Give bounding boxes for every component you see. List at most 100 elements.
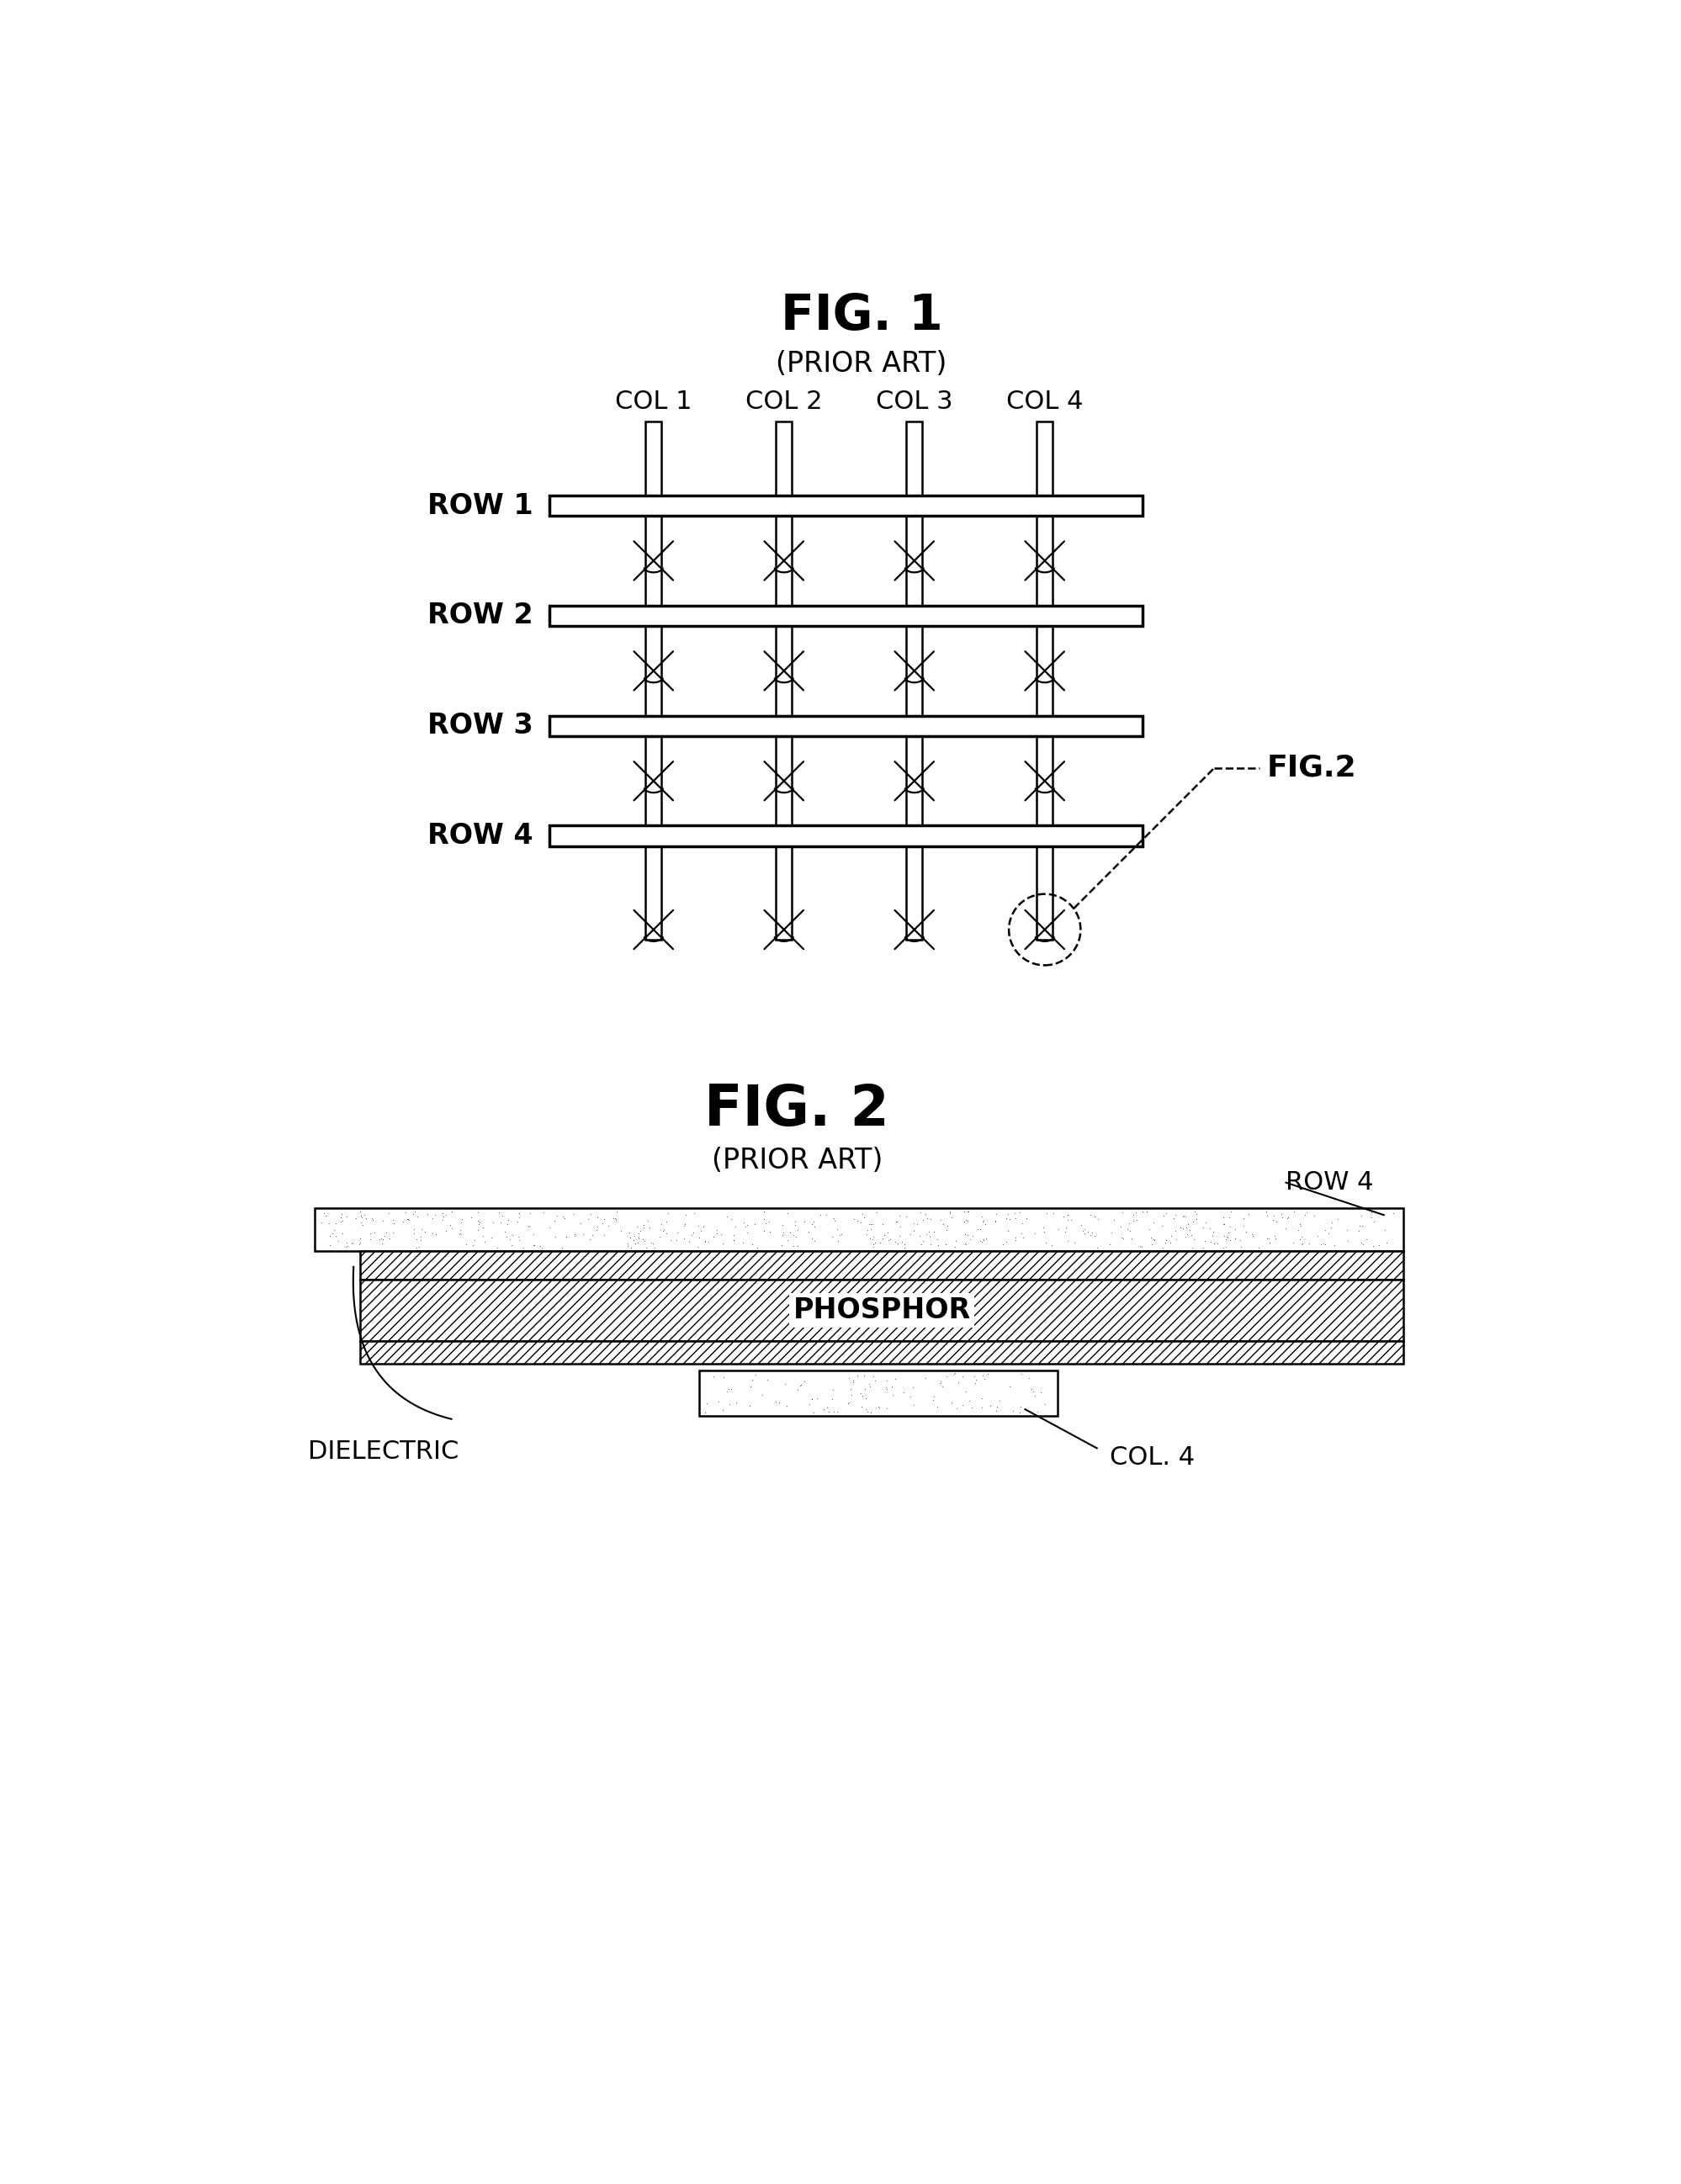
Point xyxy=(993,1212,1020,1247)
Text: ROW 4: ROW 4 xyxy=(1286,1171,1373,1195)
Point xyxy=(1214,1221,1241,1256)
Point xyxy=(1178,1230,1205,1265)
Point xyxy=(390,1203,417,1238)
Point xyxy=(1002,1195,1029,1230)
Point xyxy=(620,1219,647,1254)
Point xyxy=(328,1197,355,1232)
Point xyxy=(993,1225,1020,1260)
Point xyxy=(1133,1195,1160,1230)
Point xyxy=(938,1385,965,1420)
Point xyxy=(543,1199,570,1234)
Point xyxy=(1020,1374,1047,1409)
Point xyxy=(909,1223,936,1258)
Point xyxy=(590,1201,617,1236)
Point xyxy=(1140,1223,1167,1258)
Point xyxy=(968,1223,995,1258)
Point xyxy=(1009,1219,1035,1254)
Point xyxy=(635,1203,662,1238)
Point xyxy=(464,1203,491,1238)
Point xyxy=(849,1197,876,1232)
Point xyxy=(861,1225,888,1260)
Point xyxy=(911,1197,938,1232)
Point xyxy=(795,1214,822,1249)
FancyBboxPatch shape xyxy=(360,1251,1404,1280)
Point xyxy=(679,1214,706,1249)
Point xyxy=(1215,1214,1242,1249)
Point xyxy=(329,1203,356,1238)
Point xyxy=(1230,1201,1257,1236)
Point xyxy=(519,1216,546,1251)
Point xyxy=(1151,1225,1178,1260)
Point xyxy=(962,1358,988,1393)
Point xyxy=(1074,1214,1101,1249)
Text: (PRIOR ART): (PRIOR ART) xyxy=(777,349,946,378)
Point xyxy=(1210,1230,1237,1265)
Point xyxy=(504,1219,531,1254)
Point xyxy=(783,1212,810,1247)
Point xyxy=(1254,1221,1281,1256)
Point xyxy=(956,1223,983,1258)
Point xyxy=(1304,1219,1331,1254)
Point xyxy=(701,1219,728,1254)
Point xyxy=(333,1230,360,1265)
Point xyxy=(487,1206,514,1241)
Point xyxy=(970,1221,997,1256)
Point xyxy=(461,1223,487,1258)
Point xyxy=(972,1206,999,1241)
Point xyxy=(1000,1393,1027,1428)
Point xyxy=(528,1227,555,1262)
Point xyxy=(1227,1230,1254,1265)
Point xyxy=(1227,1223,1254,1258)
Point xyxy=(891,1230,918,1265)
Point xyxy=(635,1210,662,1245)
Point xyxy=(1262,1221,1289,1256)
Point xyxy=(1130,1195,1157,1230)
Point xyxy=(553,1219,580,1254)
FancyBboxPatch shape xyxy=(646,422,662,939)
Point xyxy=(491,1214,518,1249)
Point xyxy=(824,1212,851,1247)
Point xyxy=(464,1212,491,1247)
Point xyxy=(499,1219,526,1254)
Point xyxy=(432,1197,459,1232)
Point xyxy=(1162,1214,1188,1249)
Point xyxy=(814,1197,840,1232)
Point xyxy=(935,1208,962,1243)
Point xyxy=(1141,1223,1168,1258)
Point xyxy=(881,1225,908,1260)
Point xyxy=(351,1197,378,1232)
Point xyxy=(835,1361,862,1396)
Point xyxy=(1197,1210,1224,1245)
Point xyxy=(795,1387,822,1422)
Point xyxy=(775,1223,802,1258)
Point xyxy=(883,1363,909,1398)
Point xyxy=(1215,1199,1242,1234)
Point xyxy=(679,1216,706,1251)
Point xyxy=(671,1221,698,1256)
Point xyxy=(1118,1221,1145,1256)
Point xyxy=(1005,1195,1032,1230)
Point xyxy=(652,1216,679,1251)
Point xyxy=(866,1389,893,1424)
Point xyxy=(1172,1219,1199,1254)
Point xyxy=(1061,1225,1088,1260)
Point xyxy=(970,1203,997,1238)
Point xyxy=(699,1358,726,1393)
Point xyxy=(1321,1227,1348,1262)
Point xyxy=(414,1197,440,1232)
Point xyxy=(630,1223,657,1258)
Point xyxy=(489,1197,516,1232)
Point xyxy=(420,1216,447,1251)
Point xyxy=(837,1372,864,1406)
Point xyxy=(1289,1225,1316,1260)
Point xyxy=(920,1378,946,1413)
Point xyxy=(982,1203,1009,1238)
Point xyxy=(407,1223,434,1258)
Point xyxy=(916,1219,943,1254)
Point xyxy=(543,1219,570,1254)
Point xyxy=(657,1223,684,1258)
Point xyxy=(753,1363,780,1398)
Point xyxy=(583,1212,610,1247)
Point xyxy=(861,1230,888,1265)
Point xyxy=(709,1393,736,1428)
